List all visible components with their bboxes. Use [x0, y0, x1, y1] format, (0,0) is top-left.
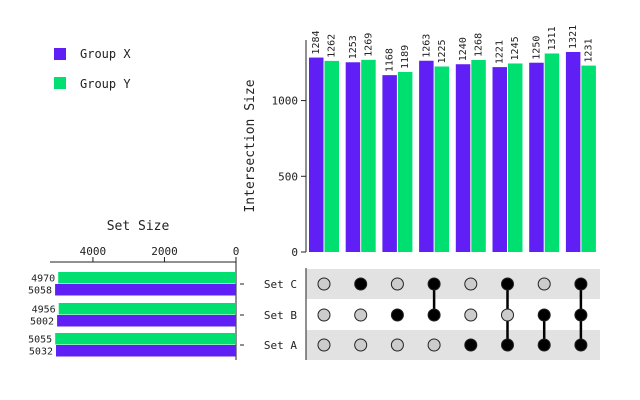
- set-size-value-label-group-x: 5058: [28, 286, 52, 297]
- bar-group-y: [397, 71, 413, 252]
- bar-value-label-group-y: 1189: [400, 45, 411, 69]
- legend-label-group-y: Group Y: [80, 77, 131, 91]
- matrix-dot-active: [501, 338, 514, 352]
- bar-group-x: [382, 75, 397, 252]
- bar-group-x: [309, 57, 324, 252]
- bar-group-y: [544, 53, 560, 252]
- matrix-dot-inactive: [464, 277, 478, 291]
- set-size-bar-group-x: [57, 315, 236, 327]
- bar-value-label-group-y: 1225: [437, 39, 448, 63]
- matrix-dot-inactive: [427, 338, 441, 352]
- set-size-bar-group-y: [58, 272, 236, 284]
- bar-group-y: [581, 65, 596, 252]
- legend-swatch-group-x: [54, 48, 66, 60]
- matrix-row-stripe: [306, 269, 600, 299]
- set-size-bar-group-y: [58, 303, 236, 315]
- intersection-y-tick-label: 1000: [272, 95, 299, 108]
- matrix-dot-active: [390, 308, 404, 322]
- set-size-value-label-group-x: 5032: [29, 347, 53, 358]
- matrix-dot-inactive: [390, 338, 404, 352]
- bar-group-x: [345, 62, 361, 253]
- set-size-value-label-group-y: 5055: [28, 335, 52, 346]
- matrix-dot-active: [574, 308, 588, 322]
- legend: Group X Group Y: [54, 47, 131, 91]
- set-size-x-tick-label: 2000: [151, 245, 178, 258]
- bar-value-label-group-y: 1269: [363, 33, 374, 57]
- matrix-dot-inactive: [464, 308, 478, 322]
- bar-value-label-group-x: 1250: [531, 36, 542, 60]
- legend-swatch-group-y: [54, 77, 66, 89]
- set-size-title: Set Size: [107, 219, 170, 234]
- matrix-dot-inactive: [354, 338, 368, 352]
- set-size-x-tick-label: 0: [233, 245, 240, 258]
- matrix-dot-inactive: [354, 308, 368, 322]
- intersection-bars: 0 500 1000 1284 1262 1253 1269 1168 1189 1263 1225…: [272, 25, 596, 259]
- bar-value-label-group-y: 1268: [474, 33, 485, 57]
- intersection-matrix: Set C Set B Set A: [240, 268, 600, 360]
- bar-value-label-group-y: 1231: [584, 38, 595, 62]
- matrix-dot-active: [574, 277, 588, 291]
- matrix-dot-active: [537, 308, 551, 322]
- matrix-set-label: Set C: [264, 278, 297, 291]
- bar-group-x: [565, 51, 581, 252]
- matrix-dot-active: [354, 277, 368, 291]
- bar-group-y: [361, 59, 376, 252]
- bar-value-label-group-y: 1311: [547, 26, 558, 50]
- bar-value-label-group-x: 1263: [421, 34, 432, 58]
- intersection-size-axis-title: Intersection Size: [243, 79, 258, 212]
- bar-group-x: [529, 62, 544, 252]
- bar-value-label-group-x: 1284: [311, 30, 322, 54]
- matrix-dot-inactive: [537, 277, 551, 291]
- bar-value-label-group-y: 1245: [510, 36, 521, 60]
- intersection-y-tick-label: 0: [291, 246, 298, 259]
- bar-value-label-group-x: 1253: [348, 35, 359, 59]
- matrix-dot-inactive: [317, 338, 331, 352]
- bar-group-y: [434, 66, 450, 252]
- bar-value-label-group-x: 1221: [495, 40, 506, 64]
- bar-value-label-group-x: 1168: [385, 48, 396, 72]
- set-size-x-tick-label: 4000: [80, 245, 107, 258]
- bar-group-y: [324, 60, 339, 253]
- matrix-row-stripe: [306, 330, 600, 360]
- matrix-dot-active: [537, 338, 551, 352]
- matrix-set-label: Set B: [264, 309, 297, 322]
- matrix-dot-active: [427, 277, 441, 291]
- set-size-bar-group-x: [56, 345, 236, 357]
- set-size-value-label-group-y: 4970: [31, 274, 55, 285]
- bar-group-x: [455, 64, 471, 252]
- bar-group-y: [508, 63, 523, 252]
- set-size-bar-group-x: [55, 284, 237, 296]
- set-size-value-label-group-x: 5002: [30, 317, 54, 328]
- matrix-dot-inactive: [501, 308, 514, 322]
- matrix-dot-inactive: [390, 277, 404, 291]
- bar-group-x: [419, 60, 434, 253]
- matrix-dot-active: [501, 277, 514, 291]
- bar-group-y: [471, 59, 486, 252]
- legend-label-group-x: Group X: [80, 47, 131, 61]
- matrix-dot-inactive: [317, 308, 331, 322]
- matrix-dot-active: [464, 338, 478, 352]
- bar-value-label-group-y: 1262: [327, 34, 338, 58]
- set-size-value-label-group-y: 4956: [32, 305, 56, 316]
- bar-group-x: [492, 67, 507, 252]
- bar-value-label-group-x: 1321: [568, 25, 579, 49]
- bar-value-label-group-x: 1240: [458, 37, 469, 61]
- matrix-set-label: Set A: [264, 339, 297, 352]
- set-size-bar-group-y: [55, 333, 236, 345]
- matrix-dot-inactive: [317, 277, 331, 291]
- intersection-y-tick-label: 500: [278, 170, 298, 183]
- matrix-dot-active: [574, 338, 588, 352]
- matrix-dot-active: [427, 308, 441, 322]
